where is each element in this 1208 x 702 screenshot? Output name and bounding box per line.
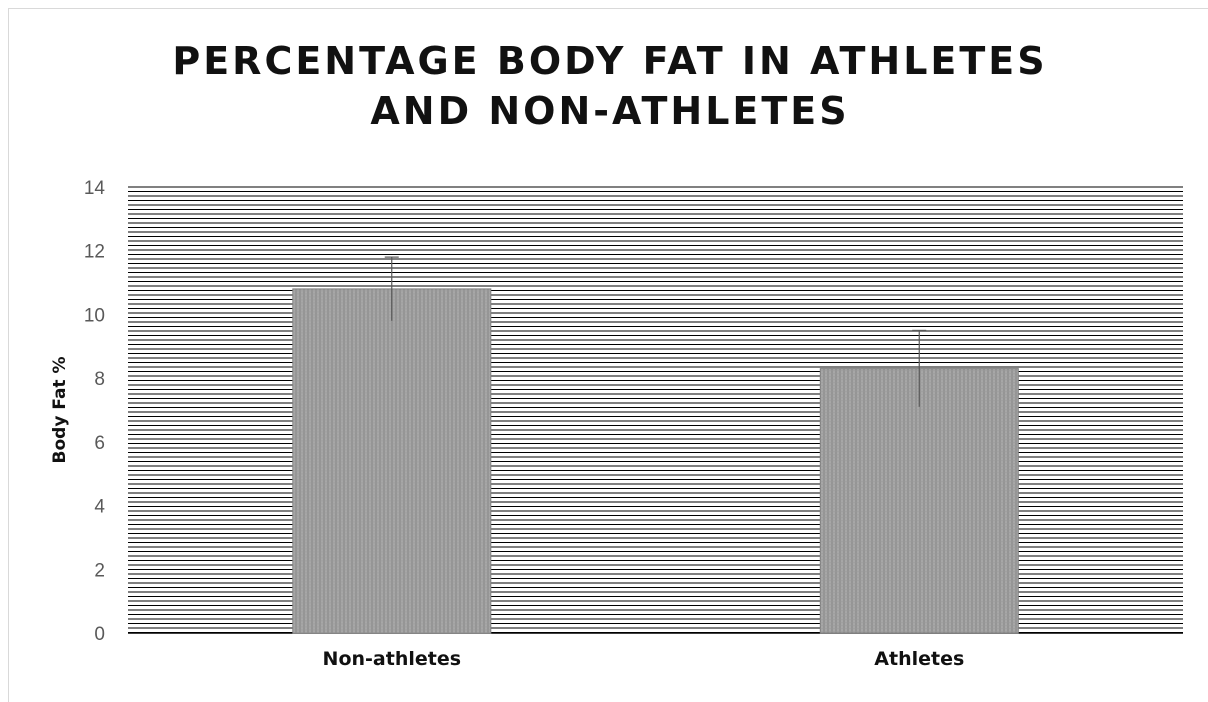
x-category-label: Non-athletes	[323, 648, 461, 670]
y-tick-label: 8	[94, 369, 105, 390]
y-tick-label: 4	[94, 497, 105, 518]
y-tick-label: 0	[94, 624, 105, 645]
chart-title: PERCENTAGE BODY FAT IN ATHLETES AND NON-…	[0, 36, 1208, 136]
x-axis-categories: Non-athletes Athletes	[323, 648, 965, 670]
x-category-label: Athletes	[874, 648, 964, 670]
error-bars	[384, 256, 927, 407]
bars	[292, 288, 1019, 634]
chart-frame	[8, 8, 1208, 702]
y-tick-label: 12	[84, 242, 105, 263]
bar	[292, 288, 492, 634]
chart-title-line-1: PERCENTAGE BODY FAT IN ATHLETES	[172, 39, 1048, 83]
y-tick-label: 14	[84, 178, 106, 199]
bar	[819, 368, 1019, 634]
y-axis-label: Body Fat %	[50, 357, 70, 464]
y-tick-label: 6	[94, 433, 105, 454]
y-tick-label: 10	[84, 305, 105, 326]
y-tick-label: 2	[94, 560, 105, 581]
gridlines	[128, 186, 1183, 634]
y-axis-ticks: 0 2 4 6 8 10 12 14	[84, 178, 106, 645]
chart-title-line-2: AND NON-ATHLETES	[370, 89, 850, 133]
